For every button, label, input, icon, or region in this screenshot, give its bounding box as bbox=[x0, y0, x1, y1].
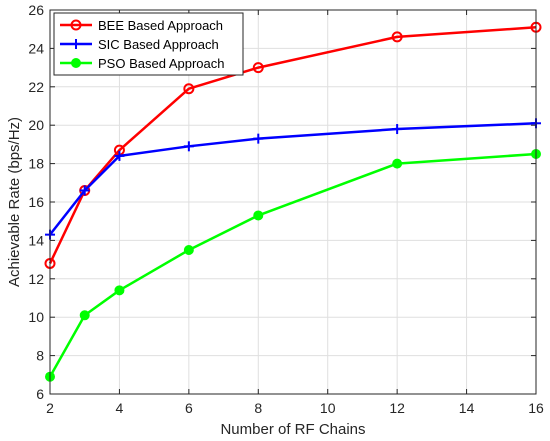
y-tick-label: 20 bbox=[28, 117, 44, 133]
y-tick-label: 8 bbox=[36, 348, 44, 364]
x-tick-label: 14 bbox=[459, 400, 475, 416]
y-tick-label: 22 bbox=[28, 79, 44, 95]
pso-data-point bbox=[392, 158, 403, 169]
legend-sic-label: SIC Based Approach bbox=[98, 37, 219, 52]
y-tick-label: 6 bbox=[36, 386, 44, 402]
legend: BEE Based Approach SIC Based Approach PSO … bbox=[53, 12, 244, 76]
legend-sic-marker bbox=[71, 39, 81, 49]
pso-data-point bbox=[253, 210, 264, 221]
y-tick-label: 16 bbox=[28, 194, 44, 210]
bee-data-point bbox=[391, 31, 403, 43]
y-tick-label: 18 bbox=[28, 156, 44, 172]
pso-data-point bbox=[79, 310, 90, 321]
x-tick-label: 16 bbox=[528, 400, 544, 416]
bee-data-point bbox=[183, 83, 195, 95]
x-tick-label: 4 bbox=[116, 400, 124, 416]
legend-pso-marker bbox=[71, 58, 81, 68]
x-tick-label: 10 bbox=[320, 400, 336, 416]
y-tick-label: 14 bbox=[28, 232, 44, 248]
y-axis-title: Achievable Rate (bps/Hz) bbox=[6, 117, 23, 287]
x-axis-title: Number of RF Chains bbox=[220, 421, 365, 438]
legend-pso-label: PSO Based Approach bbox=[98, 56, 224, 71]
x-tick-label: 2 bbox=[46, 400, 54, 416]
sic-data-point bbox=[253, 133, 264, 144]
sic-data-point bbox=[114, 150, 125, 161]
y-tick-label: 12 bbox=[28, 271, 44, 287]
y-tick-label: 10 bbox=[28, 309, 44, 325]
x-tick-label: 6 bbox=[185, 400, 193, 416]
y-tick-label: 26 bbox=[28, 2, 44, 18]
sic-data-point bbox=[79, 185, 90, 196]
series-layer bbox=[44, 21, 542, 382]
x-tick-label: 8 bbox=[254, 400, 262, 416]
y-tick-label: 24 bbox=[28, 40, 44, 56]
sic-data-point bbox=[392, 124, 403, 135]
pso-data-point bbox=[114, 285, 125, 296]
pso-data-point bbox=[183, 245, 194, 255]
pso-series bbox=[45, 149, 541, 382]
bee-data-point bbox=[252, 62, 264, 74]
legend-bee-label: BEE Based Approach bbox=[98, 18, 223, 33]
x-tick-label: 12 bbox=[389, 400, 405, 416]
legend-bee-marker bbox=[70, 19, 82, 31]
sic-data-point bbox=[183, 141, 194, 152]
